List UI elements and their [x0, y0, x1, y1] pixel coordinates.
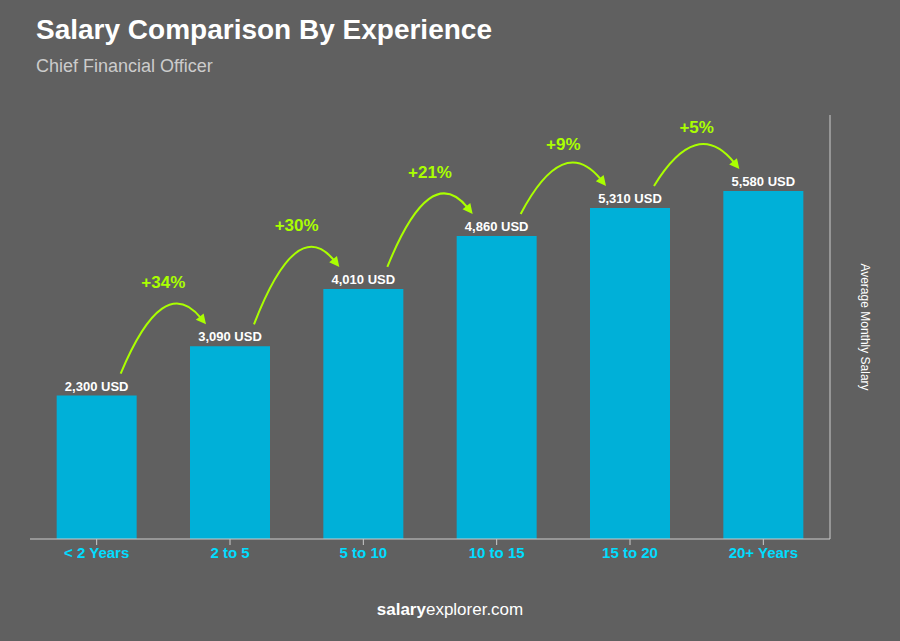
svg-text:+30%: +30%: [275, 216, 319, 235]
svg-text:+34%: +34%: [141, 273, 185, 292]
svg-text:+9%: +9%: [546, 135, 581, 154]
svg-text:+21%: +21%: [408, 163, 452, 182]
svg-text:5,580 USD: 5,580 USD: [732, 174, 796, 189]
svg-text:4,860 USD: 4,860 USD: [465, 219, 529, 234]
svg-text:10 to 15: 10 to 15: [469, 544, 525, 561]
svg-text:5,310 USD: 5,310 USD: [598, 191, 662, 206]
svg-text:2 to 5: 2 to 5: [210, 544, 249, 561]
svg-text:Average Monthly Salary: Average Monthly Salary: [858, 263, 872, 390]
svg-text:20+ Years: 20+ Years: [729, 544, 798, 561]
svg-text:15 to 20: 15 to 20: [602, 544, 658, 561]
svg-text:3,090 USD: 3,090 USD: [198, 329, 262, 344]
html-text:Salary Comparison By Experienc: Salary Comparison By Experience: [36, 14, 492, 45]
svg-text:< 2 Years: < 2 Years: [64, 544, 129, 561]
html-text:salary explorer.com: salary explorer.com: [376, 600, 524, 619]
svg-text:+5%: +5%: [679, 118, 714, 137]
svg-text:2,300 USD: 2,300 USD: [65, 379, 129, 394]
html-text:Chief Financial Officer: Chief Financial Officer: [36, 56, 213, 76]
svg-text:5 to 10: 5 to 10: [340, 544, 388, 561]
svg-text:4,010 USD: 4,010 USD: [332, 272, 396, 287]
